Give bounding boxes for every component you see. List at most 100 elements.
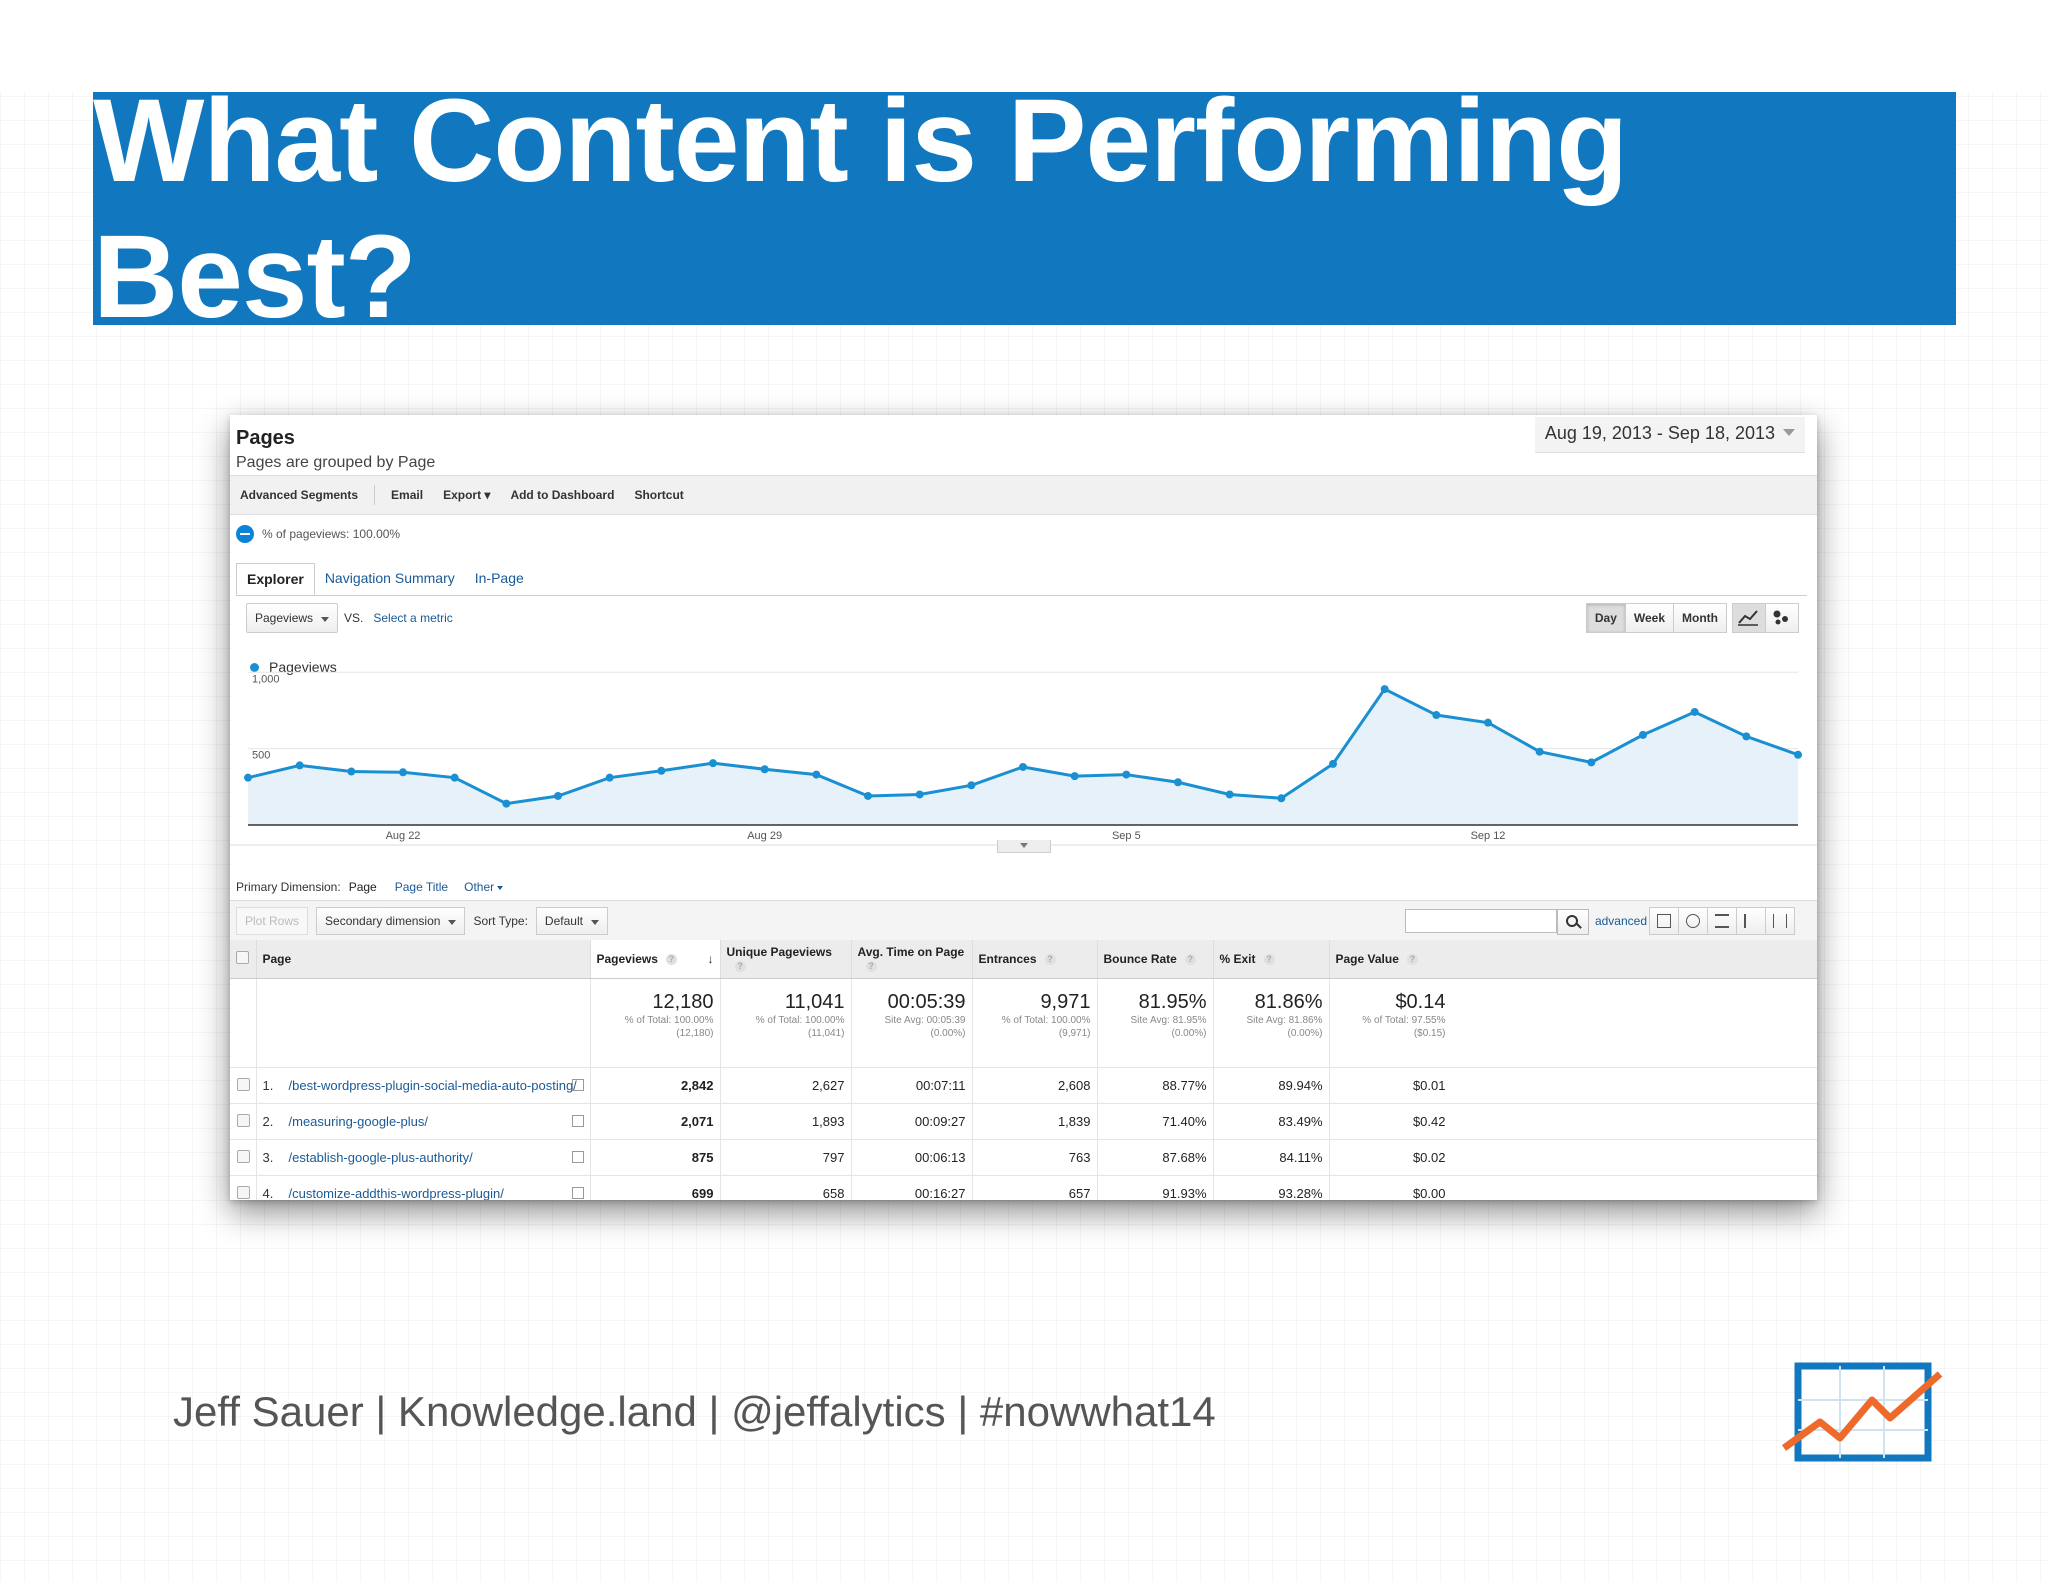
x-tick-label: Aug 22: [386, 830, 421, 842]
help-icon[interactable]: ?: [865, 961, 877, 973]
data-point: [1587, 758, 1596, 767]
help-icon[interactable]: ?: [1044, 954, 1056, 966]
data-point: [1794, 750, 1802, 759]
external-link-icon[interactable]: [571, 1115, 584, 1127]
page-value: $0.01: [1412, 1078, 1446, 1093]
page-cell: 1. /best-wordpress-plugin-social-media-au…: [256, 1067, 591, 1104]
total-value: 00:05:39: [887, 991, 966, 1013]
sort-type-select[interactable]: Default: [535, 907, 608, 935]
total-note: Site Avg: 81.95%: [1130, 1015, 1207, 1026]
table-toolbar: Plot Rows Secondary dimension Sort Type:…: [230, 900, 1817, 941]
period-week-button[interactable]: Week: [1624, 603, 1675, 633]
select-metric-link[interactable]: Select a metric: [373, 611, 453, 625]
total-note: (0.00%): [1287, 1028, 1323, 1039]
unique-pageviews-cell: 1,893: [720, 1103, 852, 1140]
totals-cell: [230, 978, 257, 1068]
column-header-bounce-rate[interactable]: Bounce Rate?: [1097, 940, 1214, 979]
data-point: [244, 773, 252, 782]
help-icon[interactable]: ?: [1184, 954, 1196, 966]
row-checkbox[interactable]: [236, 1113, 250, 1127]
column-header-label: Page: [262, 952, 292, 966]
tab-in-page[interactable]: In-Page: [474, 570, 524, 586]
plot-rows-button[interactable]: Plot Rows: [236, 907, 309, 935]
help-icon[interactable]: ?: [734, 961, 746, 973]
secondary-dimension-select[interactable]: Secondary dimension: [316, 907, 466, 935]
chart-collapse-handle[interactable]: [997, 840, 1051, 853]
page-link[interactable]: /establish-google-plus-authority/: [288, 1150, 473, 1165]
column-header-pageviews[interactable]: Pageviews? ↓: [590, 940, 721, 979]
x-tick-label: Aug 29: [747, 830, 782, 842]
avg-time-cell: 00:09:27: [851, 1103, 973, 1140]
help-icon[interactable]: ?: [665, 954, 677, 966]
period-month-button[interactable]: Month: [1673, 603, 1727, 633]
external-link-icon[interactable]: [571, 1079, 584, 1091]
segment-pie-icon[interactable]: [236, 525, 254, 543]
row-checkbox[interactable]: [236, 1149, 250, 1163]
column-header-page[interactable]: Page: [256, 940, 591, 979]
data-point: [1070, 772, 1079, 781]
column-header-exit[interactable]: % Exit?: [1213, 940, 1330, 979]
legend-label: Pageviews: [269, 659, 337, 675]
total-value: $0.14: [1395, 991, 1446, 1013]
term-cloud-view-icon[interactable]: [1765, 907, 1795, 935]
tab-navigation-summary[interactable]: Navigation Summary: [324, 570, 455, 586]
avg-time-cell: 00:16:27: [851, 1175, 973, 1200]
external-link-icon[interactable]: [571, 1151, 584, 1163]
data-table: Page Pageviews? ↓ Unique Pageviews? Avg. …: [230, 940, 1817, 1200]
pie-view-icon[interactable]: [1678, 907, 1708, 935]
row-checkbox[interactable]: [236, 1185, 250, 1199]
select-all-checkbox[interactable]: [236, 951, 249, 964]
totals-cell: 81.86% Site Avg: 81.86% (0.00%): [1213, 978, 1330, 1068]
report-toolbar: Advanced Segments Email Export ▾ Add to …: [230, 475, 1817, 515]
chevron-down-icon: [590, 920, 599, 925]
table-search-input[interactable]: [1405, 909, 1557, 933]
sort-type-label: Sort Type:: [473, 914, 528, 928]
table-row: 4. /customize-addthis-wordpress-plugin/ 6…: [230, 1175, 1817, 1200]
search-icon[interactable]: [1557, 909, 1589, 935]
line-chart-icon[interactable]: [1732, 603, 1766, 633]
tab-explorer[interactable]: Explorer: [236, 563, 315, 595]
period-day-button[interactable]: Day: [1585, 603, 1626, 633]
exit-cell: 89.94%: [1213, 1067, 1330, 1104]
help-icon[interactable]: ?: [1263, 954, 1275, 966]
metric-select[interactable]: Pageviews: [246, 603, 339, 633]
data-table-view-icon[interactable]: [1649, 907, 1679, 935]
total-value: 81.86%: [1254, 991, 1323, 1013]
external-link-icon[interactable]: [571, 1187, 584, 1199]
column-header-avg-time[interactable]: Avg. Time on Page?: [851, 940, 973, 979]
data-point: [1277, 794, 1286, 803]
total-value: 12,180: [652, 991, 714, 1013]
export-button[interactable]: Export ▾: [443, 488, 491, 502]
email-button[interactable]: Email: [391, 488, 424, 502]
add-to-dashboard-button[interactable]: Add to Dashboard: [510, 488, 615, 502]
page-link[interactable]: /measuring-google-plus/: [288, 1114, 428, 1129]
comparison-view-icon[interactable]: [1736, 907, 1766, 935]
table-view-switcher: [1649, 907, 1795, 935]
total-note: (11,041): [807, 1028, 845, 1039]
row-number: 2.: [262, 1114, 274, 1129]
column-header-page-value[interactable]: Page Value?: [1329, 940, 1817, 979]
motion-chart-icon[interactable]: [1765, 603, 1799, 633]
export-label: Export: [443, 488, 482, 502]
dimension-other[interactable]: Other: [464, 880, 504, 894]
slide-top-band: [0, 0, 2048, 92]
advanced-filter-link[interactable]: advanced: [1594, 914, 1647, 928]
page-link[interactable]: /best-wordpress-plugin-social-media-auto…: [288, 1078, 577, 1093]
date-range-picker[interactable]: Aug 19, 2013 - Sep 18, 2013: [1534, 417, 1805, 453]
tabs-divider: [236, 595, 1807, 596]
data-point: [1329, 759, 1337, 768]
help-icon[interactable]: ?: [1406, 954, 1418, 966]
data-point: [915, 790, 924, 799]
dimension-page-title[interactable]: Page Title: [394, 880, 449, 894]
shortcut-button[interactable]: Shortcut: [634, 488, 684, 502]
advanced-segments-button[interactable]: Advanced Segments: [240, 488, 359, 502]
page-link[interactable]: /customize-addthis-wordpress-plugin/: [288, 1186, 504, 1200]
performance-view-icon[interactable]: [1707, 907, 1737, 935]
totals-cell: 12,180 % of Total: 100.00% (12,180): [590, 978, 721, 1068]
column-header-entrances[interactable]: Entrances?: [972, 940, 1098, 979]
bounce-rate-cell: 88.77%: [1097, 1067, 1214, 1104]
row-checkbox[interactable]: [236, 1077, 250, 1091]
data-point: [450, 773, 459, 782]
dimension-page[interactable]: Page: [348, 880, 377, 894]
column-header-unique-pageviews[interactable]: Unique Pageviews?: [720, 940, 852, 979]
